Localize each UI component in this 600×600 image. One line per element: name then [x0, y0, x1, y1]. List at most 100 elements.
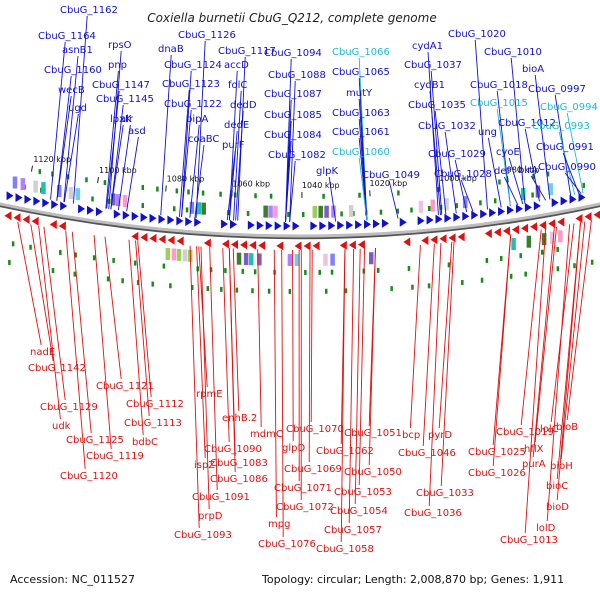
feature-box: [268, 205, 273, 218]
feature-marker: [541, 249, 544, 255]
gene-label-CbuG_1013: CbuG_1013: [500, 535, 558, 546]
feature-box: [418, 200, 424, 213]
connector-line: [110, 124, 124, 210]
feature-marker: [11, 241, 15, 247]
gene-label-CbuG_1033: CbuG_1033: [416, 488, 474, 499]
gene-label-wecB: wecB: [58, 85, 85, 96]
connector-line: [440, 241, 455, 487]
tick-mark: [165, 185, 167, 192]
connector-line: [43, 226, 66, 401]
feature-marker: [532, 174, 535, 180]
reverse-gene-arrow: [593, 210, 600, 219]
gene-label-mutY: mutY: [346, 88, 373, 99]
connector-line: [430, 70, 443, 215]
feature-marker: [287, 211, 290, 217]
feature-marker: [235, 287, 239, 293]
connector-line: [189, 245, 200, 529]
gene-label-bioC: bioC: [546, 481, 568, 492]
feature-box: [331, 205, 336, 218]
connector-line: [194, 144, 205, 219]
forward-gene-arrow: [229, 219, 237, 229]
feature-marker: [524, 271, 527, 277]
forward-gene-arrow: [524, 202, 532, 212]
tick-label: 1120 kbp: [33, 155, 71, 164]
gene-label-CbuG_1093: CbuG_1093: [174, 530, 232, 541]
connector-line: [566, 219, 592, 421]
tick-label: 1100 kbp: [99, 166, 137, 175]
gene-label-CbuG_1020: CbuG_1020: [448, 29, 506, 40]
gene-label-bioB: bioB: [556, 422, 578, 433]
gene-label-CbuG_1164: CbuG_1164: [38, 31, 96, 42]
gene-label-ispZ: ispZ: [194, 460, 215, 471]
feature-marker: [499, 256, 503, 262]
feature-marker: [121, 278, 124, 284]
feature-marker: [461, 280, 464, 286]
feature-marker: [573, 263, 576, 269]
feature-box: [248, 253, 254, 266]
feature-box: [122, 194, 128, 207]
feature-marker: [74, 252, 77, 258]
gene-label-pyrD: pyrD: [428, 430, 452, 441]
gene-label-CbuG_1147: CbuG_1147: [92, 80, 150, 91]
connector-line: [117, 124, 131, 211]
backbone-shadow: [0, 204, 600, 240]
connector-line: [358, 248, 366, 486]
feature-marker: [106, 276, 110, 282]
feature-box: [196, 202, 202, 215]
reverse-gene-arrow: [240, 240, 248, 250]
connector-line: [232, 248, 240, 412]
gene-label-CbuG_1012: CbuG_1012: [498, 118, 556, 129]
gene-label-CbuG_1065: CbuG_1065: [332, 67, 390, 78]
reverse-gene-arrow: [176, 236, 184, 246]
feature-marker: [498, 179, 501, 185]
gene-label-udk: udk: [52, 421, 71, 432]
gene-label-CbuG_1050: CbuG_1050: [344, 467, 402, 478]
reverse-gene-arrow: [584, 212, 592, 222]
feature-box: [171, 248, 177, 261]
connector-line: [128, 239, 144, 436]
forward-gene-arrow: [381, 218, 389, 228]
feature-marker: [485, 257, 489, 263]
feature-marker: [519, 253, 522, 259]
forward-gene-arrow: [489, 208, 497, 218]
forward-gene-arrow: [444, 213, 452, 223]
reverse-gene-arrow: [149, 233, 157, 243]
gene-label-cydB1: cydB1: [414, 80, 445, 91]
forward-gene-arrow: [194, 217, 202, 227]
connector-line: [110, 104, 124, 210]
reverse-gene-arrow: [448, 233, 456, 243]
gene-label-CbuG_1069: CbuG_1069: [284, 464, 342, 475]
feature-box: [430, 199, 436, 212]
connector-line: [257, 249, 262, 428]
topology-text: Topology: circular; Length: 2,008,870 bp…: [262, 573, 565, 586]
gene-label-nadE: nadE: [30, 347, 55, 358]
gene-label-CbuG_1076: CbuG_1076: [258, 539, 316, 550]
gene-label-rpmE: rpmE: [196, 389, 223, 400]
feature-marker: [201, 190, 205, 196]
connector-line: [226, 150, 236, 221]
gene-label-bioH: bioH: [550, 461, 573, 472]
forward-gene-arrow: [51, 199, 59, 209]
connector-line: [195, 40, 206, 219]
backbone-layer: [0, 202, 600, 240]
reverse-gene-arrow: [502, 226, 510, 236]
feature-box: [20, 178, 26, 191]
gene-label-CbuG_1084: CbuG_1084: [264, 130, 322, 141]
connector-line: [106, 90, 120, 209]
forward-gene-arrow: [533, 201, 541, 211]
connector-line: [135, 240, 150, 417]
connector-line: [496, 108, 511, 207]
connector-line: [104, 236, 122, 380]
connector-line: [348, 248, 355, 524]
feature-box: [323, 253, 328, 266]
reverse-gene-arrow: [203, 238, 211, 248]
tick-label: 1080 kbp: [167, 174, 205, 183]
feature-marker: [322, 193, 325, 199]
connector-line: [200, 246, 210, 510]
forward-gene-arrow: [435, 214, 443, 224]
forward-gene-arrow: [247, 220, 255, 230]
reverse-gene-arrow: [575, 213, 583, 223]
gene-label-CbuG_1029: CbuG_1029: [428, 149, 486, 160]
forward-gene-arrow: [113, 209, 121, 219]
gene-label-pnp: pnp: [108, 60, 127, 71]
